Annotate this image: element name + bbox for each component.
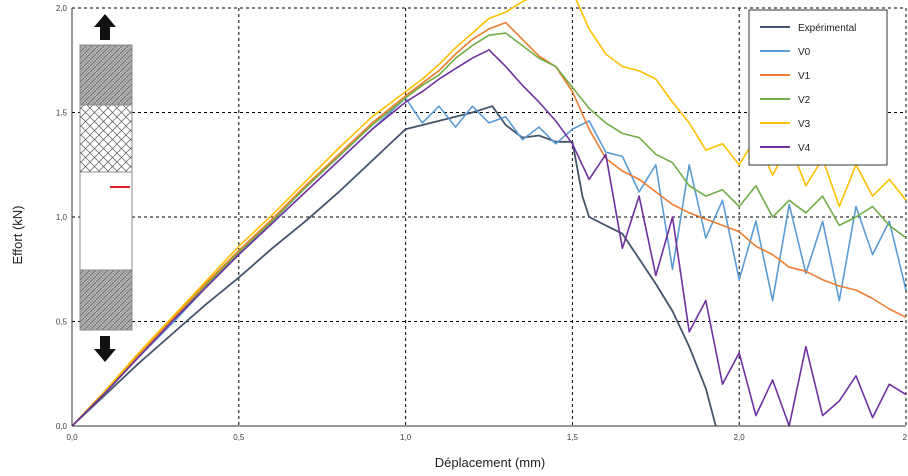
bottom-grip [79,269,133,331]
x-tick-label: 2,0 [734,433,746,442]
legend: Expérimental V0 V1 V2 V3 V4 [748,9,888,166]
x-tick-label: 2, [903,433,908,442]
series-line-v1 [71,21,907,427]
legend-label: V3 [798,119,811,130]
y-axis-title: Effort (kN) [10,206,25,265]
legend-label: V0 [798,47,811,58]
y-tick-label: 1,5 [56,109,68,118]
series-line-v2 [71,32,907,427]
y-tick-label: 2,0 [56,4,68,13]
y-tick-label: 0,5 [56,318,68,327]
arrow-up-icon [94,14,116,40]
x-tick-label: 0,5 [233,433,245,442]
legend-label: V2 [798,95,811,106]
legend-box [748,9,888,166]
y-tick-label: 0,0 [56,422,68,431]
legend-label: Expérimental [798,23,856,34]
axes [71,8,906,427]
cross-hatched-zone [79,104,133,173]
x-axis-title: Déplacement (mm) [435,455,546,470]
series-line-v4 [71,48,907,427]
top-grip [79,44,133,106]
gridlines [72,7,907,426]
x-tick-label: 1,5 [567,433,579,442]
series-lines [71,0,907,427]
x-tick-label: 1,0 [400,433,412,442]
tick-labels: 0,0 0,5 1,0 1,5 2,0 2, 0,0 0,5 1,0 1,5 2,0 [56,4,908,442]
legend-label: V4 [798,143,811,154]
y-tick-label: 1,0 [56,213,68,222]
legend-label: V1 [798,71,811,82]
x-tick-label: 0,0 [66,433,78,442]
specimen-inset [79,14,133,362]
arrow-down-icon [94,336,116,362]
series-line-exp-rimental [71,105,717,427]
